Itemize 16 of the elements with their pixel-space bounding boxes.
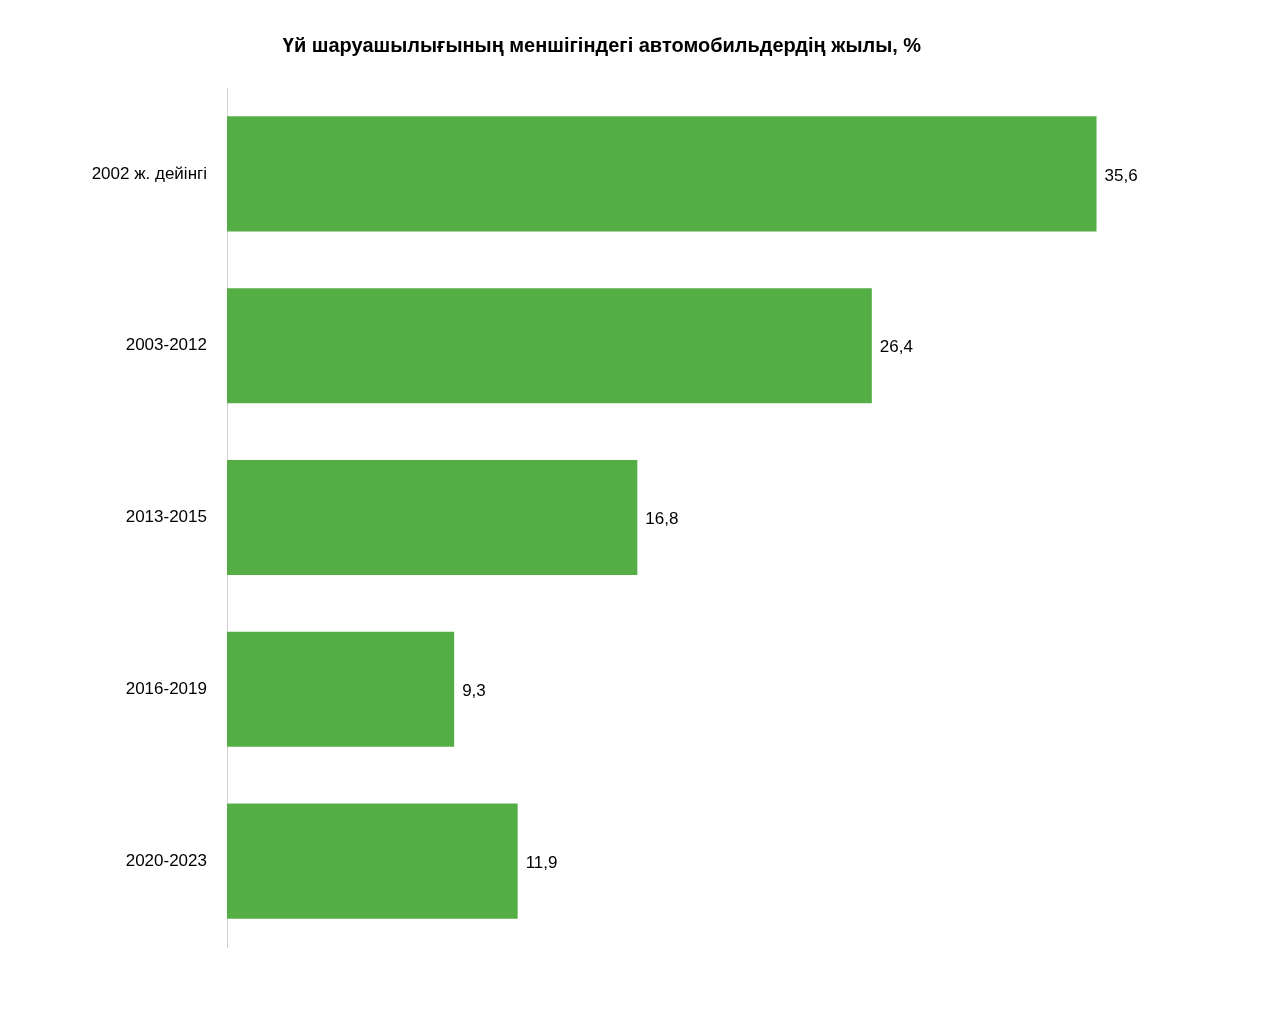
y-tick-label: 2016-2019 xyxy=(125,678,207,698)
bar xyxy=(227,803,518,919)
chart-title: Үй шаруашылығының меншігіндегі автомобильдердің жылы, % xyxy=(282,33,922,56)
data-label: 26,4 xyxy=(879,337,913,357)
y-tick-label: 2020-2023 xyxy=(125,850,207,870)
data-label: 35,6 xyxy=(1104,165,1138,185)
data-label: 11,9 xyxy=(525,852,558,872)
bar xyxy=(227,116,1097,232)
y-tick-label: 2002 ж. дейінгі xyxy=(91,163,207,183)
bar xyxy=(227,459,638,576)
y-tick-label: 2003-2012 xyxy=(125,335,207,355)
bar xyxy=(227,288,872,404)
data-label: 16,8 xyxy=(645,509,679,529)
y-tick-label: 2013-2015 xyxy=(125,507,207,527)
bar xyxy=(227,631,455,747)
data-label: 9,3 xyxy=(462,680,486,700)
